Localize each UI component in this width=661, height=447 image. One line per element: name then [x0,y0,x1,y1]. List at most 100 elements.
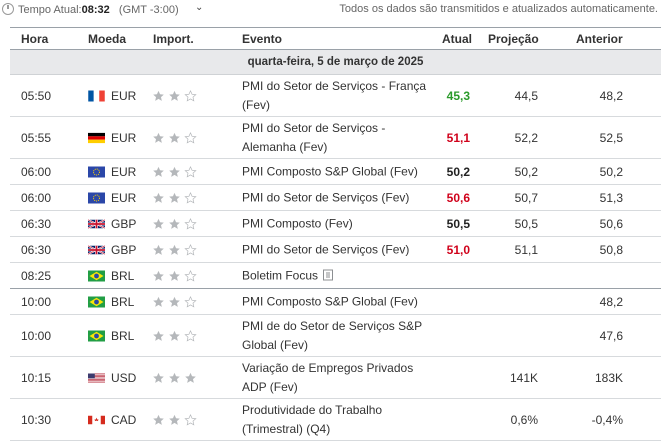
star-empty-icon [184,269,197,282]
timezone-selector[interactable]: Tempo Atual:08:32 (GMT -3:00) [18,4,179,16]
importance-stars [152,217,197,230]
actual-value: 45,3 [446,88,470,103]
star-filled-icon [185,372,196,383]
star-filled-icon [153,166,164,177]
event-name: Produtividade do Trabalho (Trimestral) (… [242,402,383,436]
star-filled-icon [169,166,180,177]
column-header-event: Evento [242,32,283,46]
table-row[interactable]: 06:00 EUR PMI do Setor de Serviços (Fev) 50… [10,185,661,211]
actual-value: 50,6 [446,190,470,205]
forecast-value: 141K [509,370,538,385]
importance-stars [152,269,197,282]
table-row[interactable]: 10:15 USD Variação de Empregos Privados AD… [10,357,661,399]
event-link[interactable]: Variação de Empregos Privados ADP (Fev) [242,359,432,397]
chevron-down-icon[interactable]: ⌄ [195,2,204,13]
table-row[interactable]: 10:30 CAD Produtividade do Trabalho (Trime… [10,399,661,441]
star-empty-icon [184,165,197,178]
forecast-value: 44,5 [514,88,538,103]
star-filled-icon [169,414,180,425]
event-link[interactable]: PMI do Setor de Serviços (Fev) [242,188,409,207]
event-link[interactable]: Boletim Focus [242,266,334,285]
star-empty-icon [184,295,197,308]
table-row[interactable]: 06:30 GBP PMI Composto (Fev) 50,5 50,5 50,6 [10,211,661,237]
star-filled-icon [153,90,164,101]
table-row[interactable]: 10:00 BRL PMI Composto S&P Global (Fev) 48,… [10,289,661,315]
document-icon[interactable] [323,269,334,280]
currency-code: EUR [111,190,137,205]
event-name: PMI do Setor de Serviços - Alemanha (Fev… [242,120,386,154]
star-empty-icon [184,217,197,230]
star-filled-icon [169,372,180,383]
event-time: 06:30 [21,242,52,257]
top-bar: Tempo Atual:08:32 (GMT -3:00) ⌄ Todos os… [0,0,661,22]
currency-code: CAD [111,412,137,427]
previous-value: 48,2 [599,294,623,309]
importance-stars [152,165,197,178]
event-time: 08:25 [21,268,52,283]
star-filled-icon [169,90,180,101]
previous-value: 50,2 [599,164,623,179]
uk-flag-icon [88,218,105,229]
event-name: Variação de Empregos Privados ADP (Fev) [242,360,414,394]
forecast-value: 50,2 [514,164,538,179]
star-filled-icon [169,192,180,203]
event-link[interactable]: PMI de do Setor de Serviços S&P Global (… [242,317,432,355]
currency-code: USD [111,370,137,385]
event-link[interactable]: PMI Composto S&P Global (Fev) [242,292,418,311]
eu-flag-icon [88,166,105,177]
table-row[interactable]: 06:30 GBP PMI do Setor de Serviços (Fev) 51… [10,237,661,263]
currency-code: BRL [111,328,135,343]
event-link[interactable]: PMI do Setor de Serviços - Alemanha (Fev… [242,119,432,157]
star-filled-icon [169,270,180,281]
currency-code: EUR [111,164,137,179]
importance-stars [152,295,197,308]
importance-stars [152,243,197,256]
star-filled-icon [153,192,164,203]
economic-calendar-table: Hora Moeda Import. Evento Atual Projeção… [10,27,661,441]
currency-code: BRL [111,294,135,309]
clock-icon [2,3,14,15]
brazil-flag-icon [88,330,105,341]
eu-flag-icon [88,192,105,203]
table-row[interactable]: 10:00 BRL PMI de do Setor de Serviços S&P … [10,315,661,357]
table-row[interactable]: 05:55 EUR PMI do Setor de Serviços - Alema… [10,117,661,159]
forecast-value: 50,7 [514,190,538,205]
timezone-offset: (GMT -3:00) [118,4,179,16]
event-link[interactable]: PMI Composto S&P Global (Fev) [242,162,418,181]
canada-flag-icon [88,414,105,425]
event-link[interactable]: PMI do Setor de Serviços (Fev) [242,240,409,259]
currency-code: GBP [111,216,137,231]
star-filled-icon [153,218,164,229]
event-link[interactable]: PMI do Setor de Serviços - França (Fev) [242,77,432,115]
event-name: PMI de do Setor de Serviços S&P Global (… [242,318,422,352]
event-time: 05:50 [21,88,52,103]
event-link[interactable]: Produtividade do Trabalho (Trimestral) (… [242,401,432,439]
table-row[interactable]: 06:00 EUR PMI Composto S&P Global (Fev) 50,… [10,159,661,185]
date-header: quarta-feira, 5 de março de 2025 [10,50,661,75]
event-time: 10:00 [21,294,52,309]
column-header-currency: Moeda [88,32,127,46]
importance-stars [152,413,197,426]
table-row[interactable]: 05:50 EUR PMI do Setor de Serviços - Franç… [10,75,661,117]
forecast-value: 0,6% [510,412,538,427]
forecast-value: 50,5 [514,216,538,231]
event-name: PMI do Setor de Serviços (Fev) [242,242,410,256]
star-filled-icon [169,132,180,143]
star-empty-icon [184,191,197,204]
event-time: 10:30 [21,412,52,427]
column-header-time: Hora [21,32,49,46]
event-time: 06:00 [21,164,52,179]
forecast-value: 52,2 [514,130,538,145]
event-link[interactable]: PMI Composto (Fev) [242,214,353,233]
event-time: 06:00 [21,190,52,205]
forecast-value: 51,1 [514,242,538,257]
star-filled-icon [153,414,164,425]
previous-value: 50,8 [599,242,623,257]
previous-value: 48,2 [599,88,623,103]
table-row[interactable]: 08:25 BRL Boletim Focus [10,263,661,289]
importance-stars [152,371,197,384]
usa-flag-icon [88,372,105,383]
france-flag-icon [88,90,105,101]
star-filled-icon [153,244,164,255]
star-filled-icon [169,296,180,307]
